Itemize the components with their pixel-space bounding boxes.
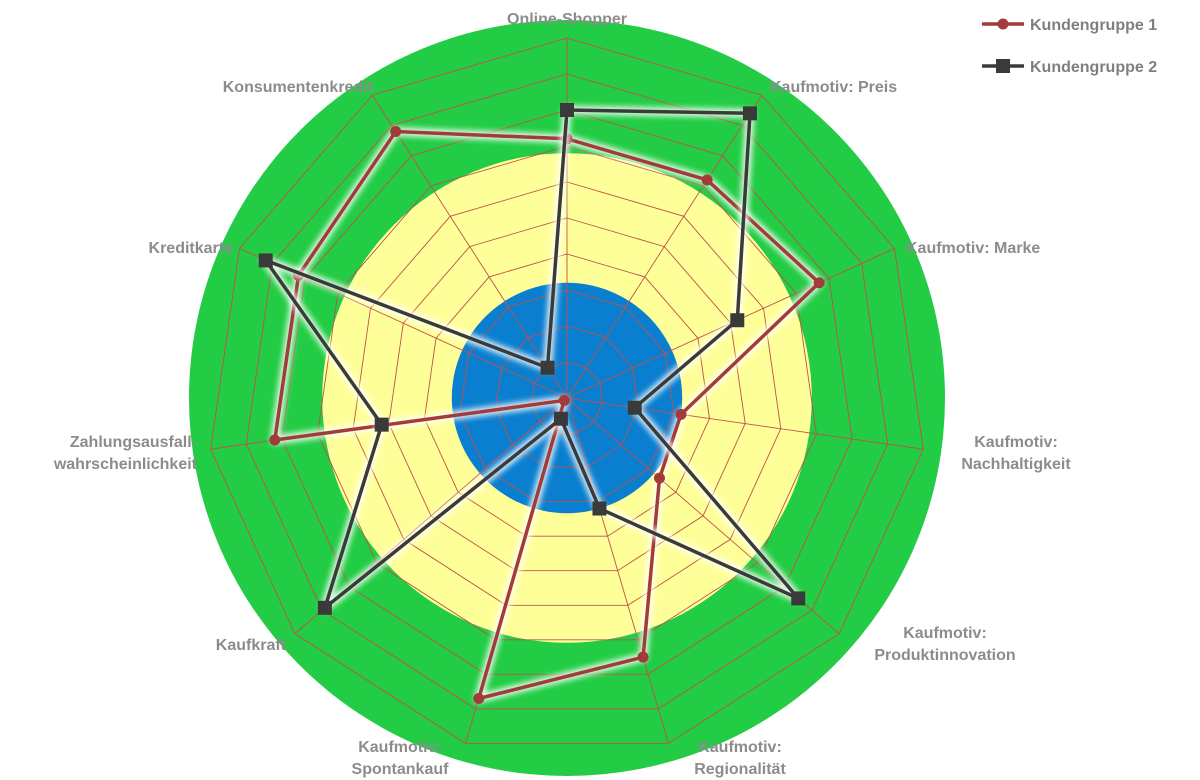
grid-spoke bbox=[566, 397, 924, 450]
data-point bbox=[813, 277, 825, 289]
axis-label: Kaufmotiv: Marke bbox=[906, 240, 1040, 257]
series-line bbox=[273, 129, 821, 701]
legend-label: Kundengruppe 1 bbox=[1030, 17, 1157, 34]
data-point bbox=[637, 651, 649, 663]
data-point bbox=[473, 693, 485, 705]
legend-marker bbox=[996, 59, 1010, 73]
data-point bbox=[627, 400, 642, 415]
data-point bbox=[390, 125, 402, 137]
data-point bbox=[701, 174, 713, 186]
grid-spoke bbox=[566, 397, 669, 744]
grid-ring bbox=[210, 37, 924, 744]
data-point bbox=[374, 417, 389, 432]
axis-label: Kaufmotiv: Nachhaltigkeit bbox=[961, 434, 1071, 473]
data-point bbox=[540, 360, 555, 375]
data-point bbox=[553, 411, 568, 426]
data-point bbox=[791, 591, 806, 606]
data-point bbox=[592, 501, 607, 516]
grid-spoke bbox=[371, 94, 568, 399]
legend: Kundengruppe 1 Kundengruppe 2 bbox=[982, 17, 1157, 76]
data-point bbox=[730, 313, 745, 328]
axis-label: Kaufmotiv: Regionalität bbox=[694, 739, 786, 778]
series-1 bbox=[269, 125, 825, 705]
data-point bbox=[654, 472, 666, 484]
grid-spoke bbox=[566, 94, 763, 399]
data-point bbox=[742, 106, 757, 121]
legend-item-1: Kundengruppe 1 bbox=[982, 17, 1157, 34]
axis-label: Kaufmotiv: Spontankauf bbox=[352, 739, 450, 778]
legend-item-2: Kundengruppe 2 bbox=[982, 59, 1157, 76]
axis-label: Kreditkarte bbox=[149, 240, 234, 257]
series-line bbox=[263, 108, 801, 610]
axis-label: Kaufkraft bbox=[216, 637, 287, 654]
series-layer bbox=[258, 103, 825, 705]
grid-ring bbox=[245, 73, 889, 710]
data-point bbox=[675, 408, 687, 420]
grid-ring bbox=[388, 217, 746, 572]
grid-ring bbox=[495, 325, 639, 468]
axis-label: Konsumentenkredit bbox=[223, 79, 374, 96]
data-point bbox=[560, 103, 574, 117]
axis-label: Online-Shopper bbox=[507, 11, 627, 28]
grid-ring bbox=[459, 289, 675, 503]
data-point bbox=[258, 253, 273, 268]
data-point bbox=[558, 394, 570, 406]
axis-label: Zahlungsausfall-wahrscheinlichkeit bbox=[53, 434, 198, 473]
series-2 bbox=[258, 103, 806, 615]
legend-label: Kundengruppe 2 bbox=[1030, 59, 1157, 76]
legend-marker bbox=[997, 18, 1009, 30]
axis-labels: Online-Shopper Kaufmotiv: Preis Kaufmotiv:… bbox=[53, 11, 1072, 778]
data-point bbox=[269, 434, 281, 446]
data-point bbox=[317, 600, 332, 615]
grid-ring bbox=[352, 181, 782, 606]
grid-ring bbox=[317, 145, 817, 641]
axis-label: Kaufmotiv: Preis bbox=[770, 79, 897, 96]
axis-label: Kaufmotiv: Produktinnovation bbox=[874, 625, 1015, 664]
